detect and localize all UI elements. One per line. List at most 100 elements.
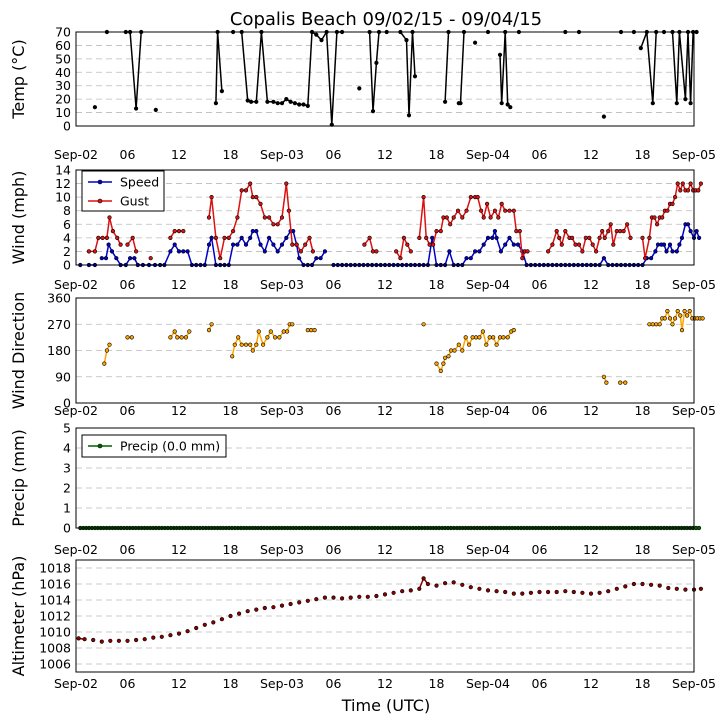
wind-gust-point xyxy=(209,195,214,200)
altimeter-altimeter-point xyxy=(657,583,662,588)
direction-direction-point xyxy=(309,328,314,333)
wind-gust-point xyxy=(525,249,530,254)
temp-temp-point xyxy=(134,106,139,111)
wind-gust-line xyxy=(547,222,632,254)
altimeter-altimeter-point xyxy=(237,611,242,616)
wind-speed-point xyxy=(674,249,679,254)
direction-direction-point xyxy=(125,335,130,340)
wind-gust-point xyxy=(488,215,493,220)
direction-ytick-label: 90 xyxy=(55,369,71,384)
wind-gust-point xyxy=(608,222,613,227)
altimeter-altimeter-point xyxy=(365,594,370,599)
wind-gust-point xyxy=(421,195,426,200)
wind-gust-point xyxy=(307,235,312,240)
wind-gust-point xyxy=(464,208,469,213)
precip-legend: Precip (0.0 mm) xyxy=(81,434,227,458)
direction-direction-point xyxy=(183,335,188,340)
direction-xtick-label: 18 xyxy=(429,403,445,418)
wind-speed-point xyxy=(515,242,521,247)
temp-temp-point xyxy=(370,109,376,114)
wind-gust-point xyxy=(374,249,379,254)
temp-xtick-label: 18 xyxy=(223,147,239,162)
wind-gust-point xyxy=(408,249,413,254)
altimeter-ytick-label: 1018 xyxy=(39,561,71,576)
wind-ytick-label: 4 xyxy=(63,230,71,245)
direction-direction-point xyxy=(484,342,489,347)
wind-speed-point xyxy=(473,249,478,254)
x-axis-label: Time (UTC) xyxy=(341,696,430,715)
temp-temp-point xyxy=(497,52,503,57)
wind-gust-point xyxy=(618,229,623,234)
direction-direction-point xyxy=(268,329,273,334)
wind-gust-point xyxy=(640,235,645,240)
altimeter-altimeter-point xyxy=(331,595,336,600)
wind-gust-point xyxy=(125,242,130,247)
wind-speed-point xyxy=(206,242,212,247)
wind-speed-point xyxy=(279,242,285,247)
altimeter-altimeter-point xyxy=(528,590,534,595)
wind-speed-point xyxy=(498,249,504,254)
altimeter-altimeter-point xyxy=(168,633,173,638)
direction-direction-point xyxy=(261,342,266,347)
altimeter-altimeter-point xyxy=(666,585,671,591)
temp-ytick-label: 20 xyxy=(55,92,71,107)
temp-temp-point xyxy=(458,101,463,106)
direction-direction-point xyxy=(168,335,173,340)
direction-direction-point xyxy=(172,329,177,334)
precip-xtick-label: 18 xyxy=(223,542,239,557)
wind-gust-point xyxy=(298,249,304,254)
wind-gust-point xyxy=(583,235,588,240)
direction-direction-point xyxy=(452,348,457,353)
temp-temp-point xyxy=(473,40,478,45)
altimeter-altimeter-point xyxy=(228,613,233,619)
wind-speed-point xyxy=(284,235,289,240)
temp-temp-point xyxy=(499,101,504,106)
altimeter-altimeter-point xyxy=(434,583,439,588)
direction-direction-point xyxy=(667,316,673,321)
direction-direction-point xyxy=(248,342,253,347)
wind-legend-marker xyxy=(97,198,103,204)
wind-gust-point xyxy=(222,235,227,240)
wind-gust-point xyxy=(624,222,630,227)
direction-xtick-label: Sep-02 xyxy=(54,403,98,418)
altimeter-ytick-label: 1008 xyxy=(39,641,71,656)
wind-gust-line xyxy=(208,181,314,259)
direction-direction-line xyxy=(103,344,111,364)
wind-gust-point xyxy=(520,256,525,261)
wind-speed-point xyxy=(490,235,495,240)
wind-speed-point xyxy=(176,249,182,254)
temp-ytick-label: 40 xyxy=(55,65,71,80)
temp-temp-line xyxy=(368,31,380,112)
direction-xtick-label: 18 xyxy=(223,403,239,418)
wind-gust-point xyxy=(243,188,249,193)
temp-ytick-label: 70 xyxy=(55,25,71,40)
wind-speed-point xyxy=(685,222,691,227)
wind-gust-point xyxy=(235,215,240,220)
temp-xtick-label: 12 xyxy=(171,147,187,162)
direction-direction-point xyxy=(305,328,310,333)
altimeter-altimeter-point xyxy=(503,589,508,595)
wind-gust-point xyxy=(284,181,289,186)
wind-gust-point xyxy=(148,256,153,261)
temp-temp-point xyxy=(638,45,643,51)
wind-gust-point xyxy=(213,235,218,240)
wind-gust-point xyxy=(218,256,223,261)
direction-direction-point xyxy=(441,361,446,366)
altimeter-altimeter-point xyxy=(202,622,207,627)
altimeter-altimeter-point xyxy=(554,589,559,595)
wind-speed-point xyxy=(181,249,186,254)
altimeter-xtick-label: Sep-02 xyxy=(54,676,98,691)
direction-direction-point xyxy=(449,348,454,353)
wind-xtick-label: 18 xyxy=(223,277,239,292)
direction-direction-point xyxy=(470,335,475,340)
wind-speed-point xyxy=(235,242,240,247)
wind-speed-point xyxy=(243,242,249,247)
direction-direction-point xyxy=(700,316,705,321)
altimeter-altimeter-point xyxy=(288,601,293,607)
wind-gust-point xyxy=(665,208,670,213)
wind-gust-point xyxy=(611,242,616,247)
temp-temp-point xyxy=(92,105,97,110)
wind-gust-line xyxy=(169,230,184,239)
